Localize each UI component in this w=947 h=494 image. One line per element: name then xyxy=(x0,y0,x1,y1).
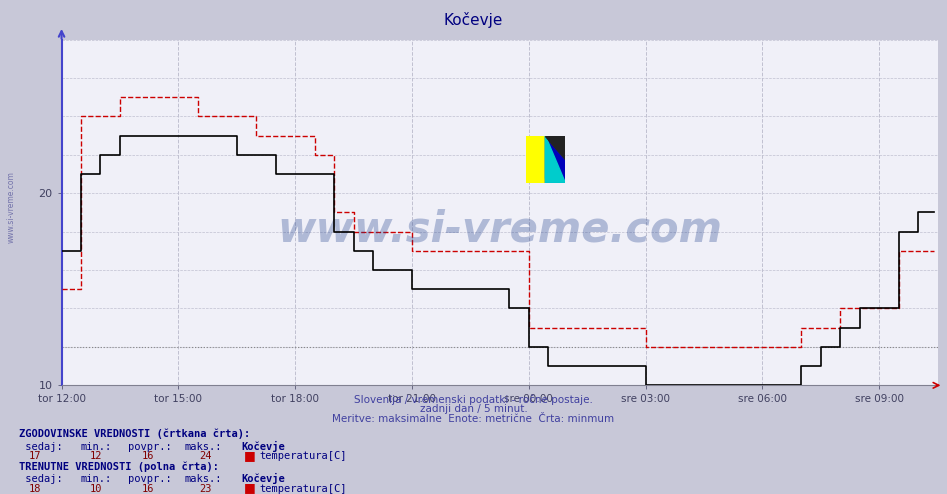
Text: www.si-vreme.com: www.si-vreme.com xyxy=(277,208,722,251)
Text: 24: 24 xyxy=(199,452,211,461)
Text: Meritve: maksimalne  Enote: metrične  Črta: minmum: Meritve: maksimalne Enote: metrične Črta… xyxy=(332,414,615,424)
Text: povpr.:: povpr.: xyxy=(128,474,171,484)
Text: 16: 16 xyxy=(142,452,154,461)
Text: Kočevje: Kočevje xyxy=(241,441,285,452)
Text: 10: 10 xyxy=(90,484,102,494)
Text: maks.:: maks.: xyxy=(185,474,223,484)
Polygon shape xyxy=(545,136,565,183)
Text: temperatura[C]: temperatura[C] xyxy=(259,452,347,461)
Text: 16: 16 xyxy=(142,484,154,494)
Polygon shape xyxy=(526,136,545,183)
Text: 23: 23 xyxy=(199,484,211,494)
Polygon shape xyxy=(526,136,545,183)
Polygon shape xyxy=(545,136,565,159)
Text: 17: 17 xyxy=(28,452,41,461)
Text: sedaj:: sedaj: xyxy=(19,442,63,452)
Text: Kočevje: Kočevje xyxy=(444,12,503,28)
Text: maks.:: maks.: xyxy=(185,442,223,452)
Text: min.:: min.: xyxy=(80,474,112,484)
Text: temperatura[C]: temperatura[C] xyxy=(259,484,347,494)
Text: www.si-vreme.com: www.si-vreme.com xyxy=(7,171,16,244)
Text: Kočevje: Kočevje xyxy=(241,473,285,484)
Text: ZGODOVINSKE VREDNOSTI (črtkana črta):: ZGODOVINSKE VREDNOSTI (črtkana črta): xyxy=(19,429,250,439)
Polygon shape xyxy=(545,136,565,183)
Polygon shape xyxy=(545,136,565,183)
Text: zadnji dan / 5 minut.: zadnji dan / 5 minut. xyxy=(420,405,527,414)
Polygon shape xyxy=(526,136,545,183)
Text: ■: ■ xyxy=(244,482,256,494)
Text: povpr.:: povpr.: xyxy=(128,442,171,452)
Text: TRENUTNE VREDNOSTI (polna črta):: TRENUTNE VREDNOSTI (polna črta): xyxy=(19,462,219,472)
Polygon shape xyxy=(545,136,565,159)
Text: Slovenija / vremenski podatki - ročne postaje.: Slovenija / vremenski podatki - ročne po… xyxy=(354,394,593,405)
Text: 18: 18 xyxy=(28,484,41,494)
Text: sedaj:: sedaj: xyxy=(19,474,63,484)
Text: ■: ■ xyxy=(244,450,256,462)
Text: min.:: min.: xyxy=(80,442,112,452)
Text: 12: 12 xyxy=(90,452,102,461)
